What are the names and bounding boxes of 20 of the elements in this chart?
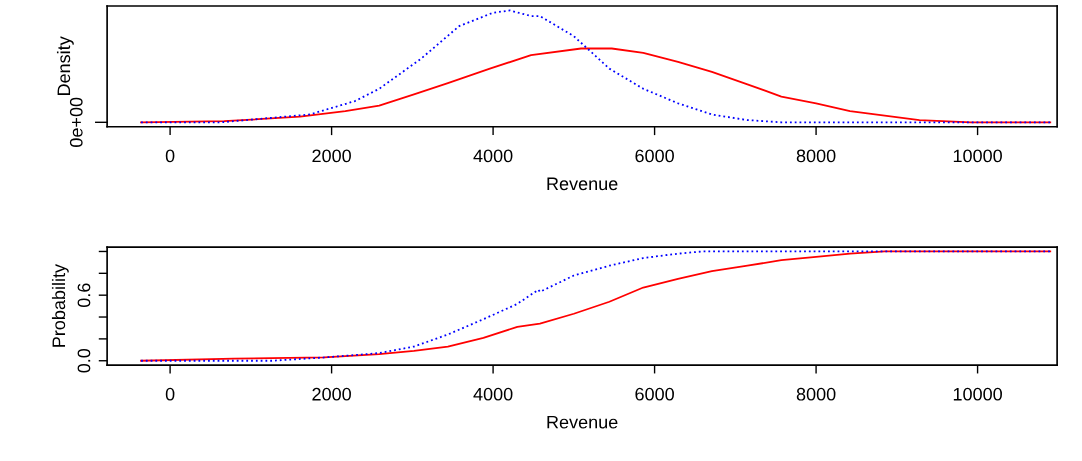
- x-tick-label: 0: [165, 149, 175, 163]
- y-axis-title: Probability: [51, 263, 69, 347]
- x-tick-label: 6000: [635, 387, 674, 401]
- x-tick-label: 8000: [796, 387, 836, 401]
- y-axis-title: Density: [56, 36, 74, 95]
- x-tick-label: 10000: [953, 149, 1002, 163]
- x-tick-label: 2000: [312, 149, 351, 163]
- x-tick-label: 4000: [473, 387, 513, 401]
- x-tick-label: 6000: [635, 149, 674, 163]
- x-tick-label: 4000: [473, 149, 513, 163]
- x-axis-title: Revenue: [547, 415, 618, 429]
- x-axis-title: Revenue: [547, 177, 618, 191]
- y-tick-label: 0.0: [77, 348, 91, 373]
- text: 0e+00: [69, 97, 83, 147]
- x-tick-label: 8000: [796, 149, 836, 163]
- x-tick-label: 10000: [953, 387, 1002, 401]
- x-tick-label: 0: [165, 387, 175, 401]
- x-tick-label: 2000: [312, 387, 351, 401]
- y-tick-label: 0.6: [77, 283, 91, 308]
- line-series: [140, 250, 1052, 362]
